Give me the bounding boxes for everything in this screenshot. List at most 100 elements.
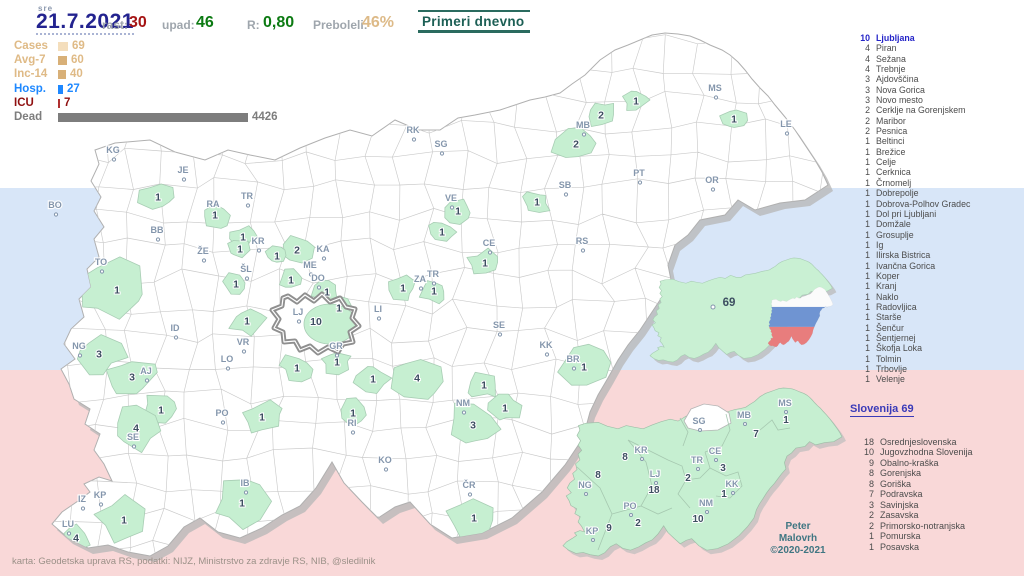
- municipality-list-item: 1 Ilirska Bistrica: [846, 250, 1022, 260]
- municipality-list-item: 1 Ivančna Gorica: [846, 261, 1022, 271]
- municipality-list-item: 1 Šentjernej: [846, 333, 1022, 343]
- municipality-count: 1: [865, 177, 870, 188]
- municipality-count: 3: [865, 84, 870, 95]
- municipality-count: 1: [865, 301, 870, 312]
- station-code-ka: KA: [317, 244, 330, 254]
- region-case-count: 10: [692, 514, 704, 525]
- municipality-list-item: 1 Domžale: [846, 219, 1022, 229]
- station-code-šl: ŠL: [240, 263, 252, 274]
- station-code-čr: ČR: [463, 479, 476, 490]
- municipality-with-cases: [93, 494, 146, 544]
- municipality-name: Trbovlje: [876, 364, 907, 374]
- station-code-sb: SB: [559, 180, 572, 190]
- region-case-count: 3: [720, 463, 726, 474]
- station-dot: [376, 316, 382, 321]
- municipality-list-item: 1 Cerknica: [846, 167, 1022, 177]
- region-code-tr: TR: [691, 455, 703, 465]
- station-code-za: ZA: [414, 274, 426, 284]
- station-dot: [449, 205, 455, 210]
- municipality-name: Beltinci: [876, 136, 905, 147]
- station-code-rk: RK: [407, 125, 420, 135]
- municipality-name: Pesnica: [876, 126, 908, 137]
- municipality-count: 4: [865, 64, 870, 75]
- station-code-kg: KG: [106, 145, 120, 155]
- municipality-name: Cerknica: [876, 167, 911, 178]
- stat-bar: [58, 55, 67, 65]
- municipality-count: 1: [865, 136, 870, 147]
- municipality-with-cases: [105, 361, 158, 395]
- station-code-id: ID: [171, 323, 181, 333]
- municipality-list-item: 1 Dol pri Ljubljani: [846, 209, 1022, 219]
- municipality-name: Velenje: [876, 374, 905, 385]
- stat-row-avg7: Avg-7 60: [14, 54, 334, 66]
- municipality-name: Šentjernej: [876, 332, 916, 343]
- case-count: 1: [370, 374, 376, 386]
- station-dot: [99, 269, 105, 274]
- municipality-name: Maribor: [876, 115, 906, 126]
- municipality-count: 1: [865, 312, 870, 323]
- municipality-count: 3: [865, 74, 870, 85]
- municipality-count: 1: [865, 364, 870, 374]
- municipality-name: Dobrova-Polhov Gradec: [876, 198, 971, 209]
- region-case-count: 7: [753, 429, 759, 440]
- station-dot: [411, 137, 417, 142]
- municipality-name: Dol pri Ljubljani: [876, 208, 937, 219]
- municipality-count: 2: [865, 126, 870, 137]
- municipality-with-cases: [321, 352, 352, 376]
- region-case-count: 8: [595, 470, 601, 481]
- station-dot: [111, 157, 117, 162]
- region-list-item: 2 Primorsko-notranjska: [846, 521, 1022, 531]
- case-count: 4: [414, 373, 420, 385]
- station-code-do: DO: [311, 273, 325, 283]
- recovered-value: 46%: [362, 14, 395, 31]
- station-code-br: BR: [567, 354, 580, 364]
- case-count: 3: [96, 349, 102, 361]
- municipality-count: 1: [865, 322, 870, 333]
- station-dot: [581, 132, 587, 137]
- station-dot: [256, 248, 262, 253]
- stat-label: Hosp.: [14, 83, 46, 95]
- municipality-name: Trebnje: [876, 64, 906, 75]
- station-code-tr: TR: [427, 269, 439, 279]
- region-code-lj: LJ: [650, 469, 661, 479]
- municipality-name: Radovljica: [876, 301, 917, 312]
- station-code-ve: VE: [445, 193, 457, 203]
- station-dot: [53, 212, 59, 217]
- recovered-label: Preboleli:: [313, 18, 368, 32]
- station-code-ms: MS: [708, 83, 722, 93]
- station-code-ra: RA: [207, 199, 220, 209]
- municipality-name: Šenčur: [876, 322, 904, 333]
- municipality-count: 2: [865, 115, 870, 126]
- decline-label: upad:: [162, 18, 195, 32]
- case-count: 1: [274, 251, 280, 263]
- stat-row-icu: ICU 7: [14, 97, 334, 109]
- station-code-or: OR: [705, 175, 719, 185]
- case-count: 1: [581, 362, 587, 374]
- case-count: 1: [455, 206, 461, 218]
- stat-row-dead: Dead 4426: [14, 111, 334, 123]
- case-count: 1: [439, 227, 445, 239]
- author-credit: Peter Malovrh ©2020-2021: [758, 521, 838, 557]
- municipality-count: 1: [865, 157, 870, 168]
- case-count: 1: [244, 316, 250, 328]
- municipality-with-cases: [444, 198, 471, 225]
- municipality-list-item: 1 Trbovlje: [846, 364, 1022, 374]
- municipality-with-cases: [467, 371, 496, 398]
- case-count: 1: [233, 279, 239, 291]
- station-code-kp: KP: [94, 490, 107, 500]
- station-dot: [316, 285, 322, 290]
- station-dot: [77, 353, 83, 358]
- municipality-count: 1: [865, 229, 870, 240]
- municipality-name: Črnomelj: [876, 177, 912, 188]
- station-code-bb: BB: [151, 225, 164, 235]
- station-dot: [131, 444, 137, 449]
- mode-badge: Primeri dnevno: [418, 10, 531, 33]
- municipality-with-cases: [117, 404, 162, 453]
- stat-bar: [58, 84, 63, 94]
- region-count: 9: [868, 457, 874, 468]
- municipality-list-item: 1 Tolmin: [846, 354, 1022, 364]
- station-dot: [350, 430, 356, 435]
- author-last-name: Malovrh: [778, 533, 818, 544]
- municipality-list-item: 2 Pesnica: [846, 126, 1022, 136]
- region-count: 10: [863, 447, 874, 458]
